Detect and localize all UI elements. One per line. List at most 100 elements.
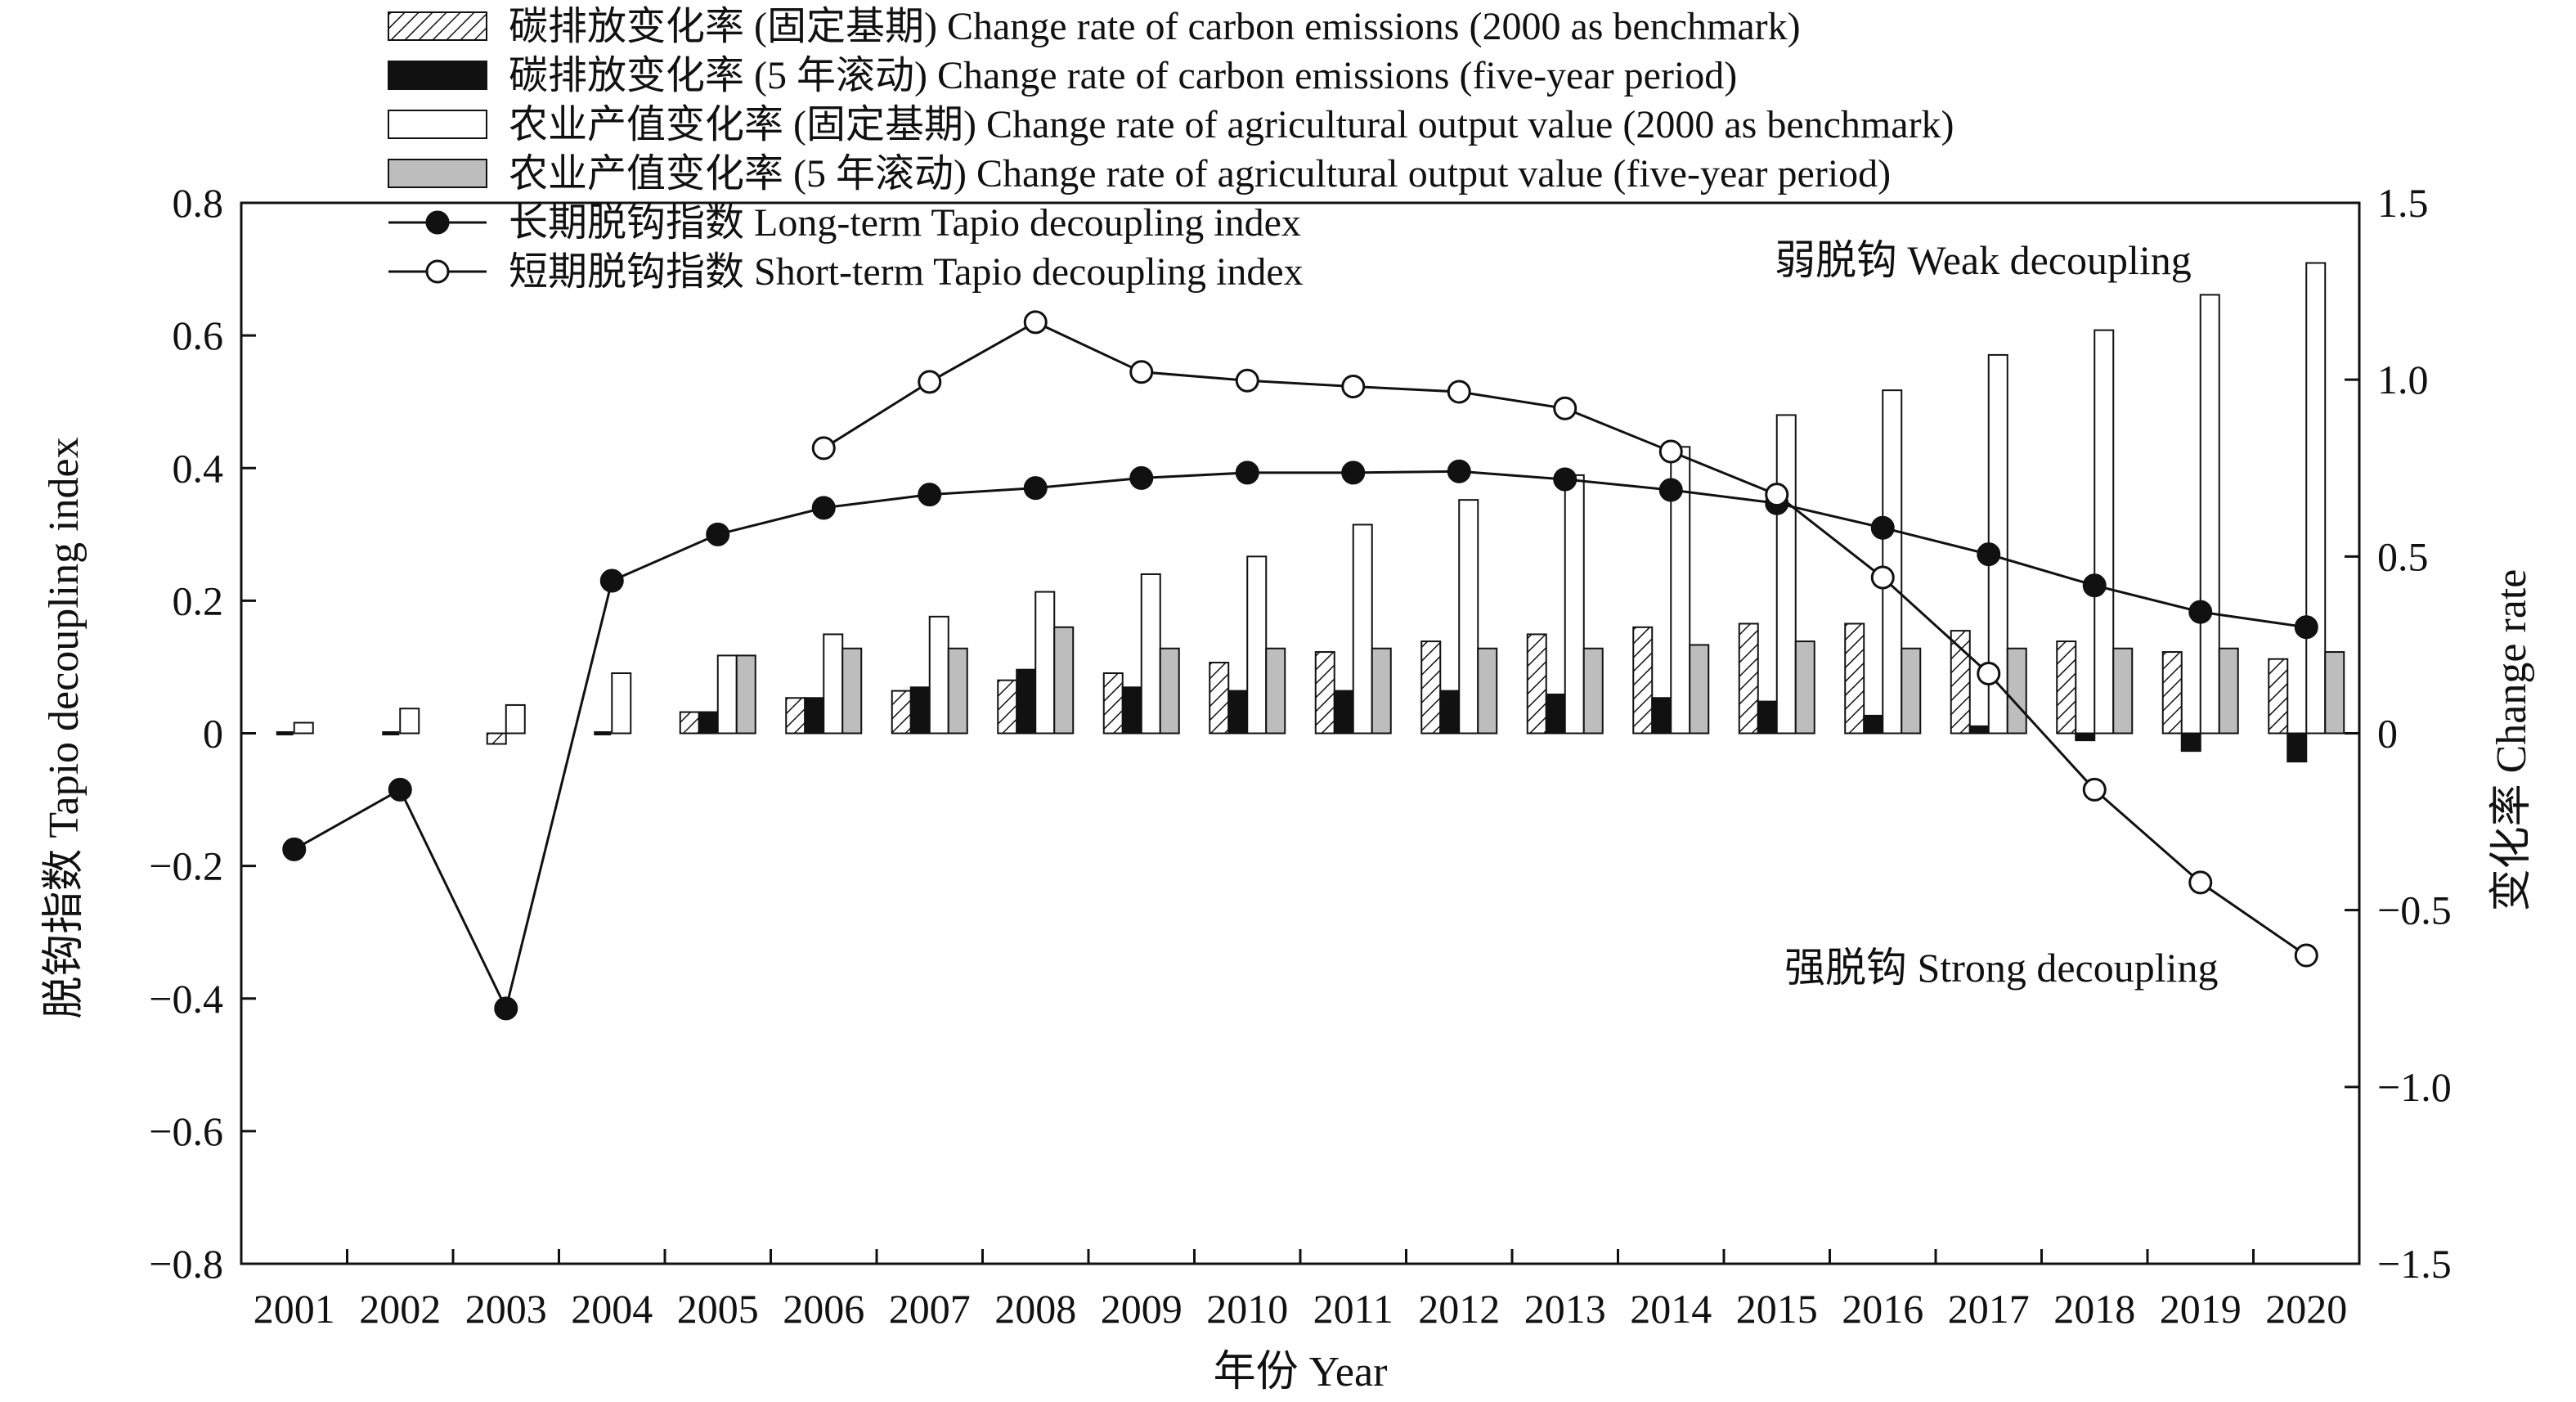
bar-mark (1901, 647, 1922, 735)
x-axis-title: 年份 Year (1214, 1349, 1388, 1395)
x-tick-label: 2003 (465, 1286, 547, 1332)
bar-mark (1526, 633, 1547, 735)
bar-mark (1738, 622, 1759, 735)
bar-mark (1420, 640, 1442, 735)
x-tick-label: 2013 (1524, 1286, 1606, 1332)
short-term-index-point (1235, 368, 1259, 393)
long-term-index-point (1235, 461, 1259, 485)
bar-mark (1102, 672, 1124, 735)
y-axis-title-right: 变化率 Change rate (2488, 569, 2535, 912)
bar-mark (399, 708, 420, 735)
bar-mark (1545, 693, 1566, 735)
bar-mark (2075, 732, 2096, 742)
long-term-index-point (1977, 542, 2001, 567)
legend-label: 碳排放变化率 (5 年滚动) Change rate of carbon emi… (509, 54, 1737, 97)
bar-mark (1458, 499, 1479, 735)
legend-label: 碳排放变化率 (固定基期) Change rate of carbon emis… (509, 5, 1801, 48)
x-tick-label: 2010 (1206, 1286, 1288, 1332)
x-tick-label: 2011 (1313, 1286, 1393, 1332)
long-term-index-point (1341, 461, 1366, 485)
bar-mark (1034, 591, 1056, 735)
bar-mark (1757, 700, 1778, 735)
x-tick-label: 2009 (1101, 1286, 1183, 1332)
short-term-index-point (1553, 396, 1577, 420)
short-term-index-point (2294, 943, 2318, 968)
bar-mark (1016, 668, 1037, 735)
long-term-index-point (2082, 573, 2107, 598)
bar-mark (2268, 658, 2289, 735)
bar-mark (785, 697, 806, 735)
legend-label: 短期脱钩指数 Short-term Tapio decoupling index (509, 250, 1304, 294)
bar-mark (1209, 662, 1230, 735)
short-term-index-point (1341, 375, 1366, 399)
bar-mark (2180, 732, 2201, 753)
bar-mark (1882, 389, 1903, 735)
bar-mark (2161, 651, 2183, 735)
bar-mark (1352, 524, 1373, 735)
bar-mark (505, 703, 526, 735)
bar-mark (909, 686, 931, 735)
bar-mark (1227, 690, 1249, 735)
legend-swatch (388, 159, 487, 188)
bar-mark (2006, 647, 2027, 735)
x-tick-label: 2015 (1736, 1286, 1818, 1332)
y-tick-label-left: −0.2 (149, 843, 223, 889)
bar-mark (1140, 573, 1161, 735)
bar-mark (698, 711, 719, 735)
y-tick-label-left: 0 (203, 711, 223, 757)
bar-mark (1794, 640, 1815, 735)
x-tick-label: 2001 (254, 1286, 335, 1332)
bar-mark (997, 679, 1018, 735)
short-term-index-point (1977, 662, 2001, 686)
long-term-index-point (1870, 515, 1895, 540)
y-tick-label-left: 0.2 (173, 577, 224, 623)
x-tick-label: 2012 (1418, 1286, 1500, 1332)
bar-mark (947, 647, 968, 735)
x-tick-label: 2008 (994, 1286, 1076, 1332)
bar-mark (1371, 647, 1392, 735)
x-tick-label: 2006 (783, 1286, 864, 1332)
bar-mark (1844, 622, 1865, 735)
long-term-index-point (706, 522, 730, 546)
bar-mark (1632, 626, 1654, 735)
long-term-index-point (1553, 467, 1577, 492)
legend-swatch (388, 110, 487, 139)
x-tick-label: 2007 (889, 1286, 971, 1332)
bar-mark (1689, 644, 1710, 735)
y-tick-label-left: −0.8 (149, 1241, 223, 1287)
long-term-index-point (282, 837, 307, 861)
bar-mark (2199, 294, 2220, 735)
bar-mark (2094, 329, 2115, 735)
bar-mark (1477, 647, 1498, 735)
y-tick-label-right: −0.5 (2377, 887, 2452, 933)
short-term-index-point (811, 436, 836, 461)
bar-mark (611, 672, 632, 735)
annotation-strong-decoupling: 强脱钩 Strong decoupling (1784, 945, 2219, 991)
legend-label: 农业产值变化率 (5 年滚动) Change rate of agricultu… (509, 152, 1891, 195)
bar-mark (1968, 725, 1990, 735)
long-term-index-point (811, 496, 836, 520)
bar-mark (2324, 651, 2345, 735)
legend-marker (425, 259, 450, 284)
bar-mark (2218, 647, 2239, 735)
bar-mark (1564, 474, 1585, 735)
long-term-index-point (1658, 478, 1683, 502)
y-tick-label-left: 0.8 (173, 180, 224, 226)
long-term-index-point (1023, 476, 1048, 501)
y-tick-label-left: 0.4 (173, 445, 224, 491)
legend-swatch (388, 61, 487, 90)
bar-mark (1159, 647, 1180, 735)
long-term-index-point (2188, 600, 2213, 624)
long-term-index-point (599, 568, 624, 593)
y-tick-label-right: −1.5 (2377, 1241, 2452, 1287)
legend-label: 长期脱钩指数 Long-term Tapio decoupling index (509, 201, 1301, 245)
long-term-index-point (494, 996, 518, 1021)
bar-mark (716, 654, 738, 735)
bar-mark (293, 721, 314, 735)
x-tick-label: 2020 (2265, 1286, 2347, 1332)
annotation-weak-decoupling: 弱脱钩 Weak decoupling (1775, 237, 2192, 283)
bar-mark (1314, 651, 1335, 735)
bar-mark (928, 615, 949, 735)
legend-marker (425, 210, 450, 235)
